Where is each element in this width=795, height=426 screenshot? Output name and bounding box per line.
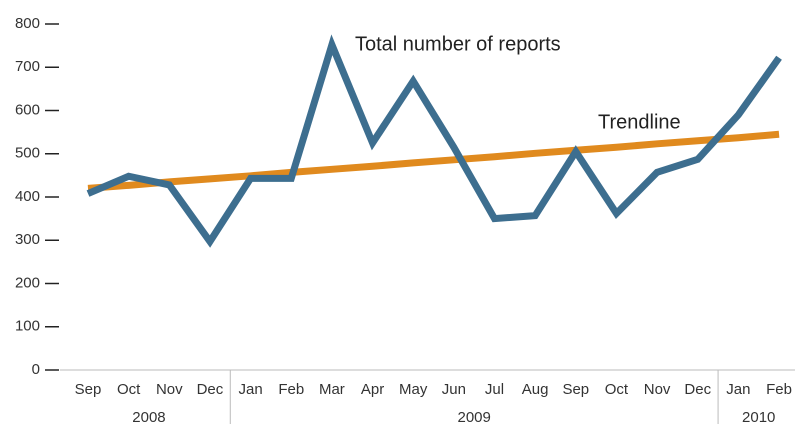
x-tick-label: Sep xyxy=(562,381,589,398)
y-tick-label: 400 xyxy=(15,188,40,205)
y-tick-label: 100 xyxy=(15,318,40,335)
x-tick-label: Oct xyxy=(117,381,141,398)
series-label: Total number of reports xyxy=(355,33,561,55)
x-tick-label: Jul xyxy=(485,381,504,398)
x-tick-label: Nov xyxy=(156,381,183,398)
x-tick-label: Jan xyxy=(239,381,263,398)
series-label: Trendline xyxy=(598,111,681,133)
x-tick-label: Dec xyxy=(684,381,711,398)
x-tick-label: Feb xyxy=(766,381,792,398)
y-tick-label: 500 xyxy=(15,145,40,162)
y-tick-label: 200 xyxy=(15,274,40,291)
x-tick-label: Jun xyxy=(442,381,466,398)
y-tick-label: 600 xyxy=(15,101,40,118)
x-tick-label: Feb xyxy=(278,381,304,398)
x-tick-label: Dec xyxy=(197,381,224,398)
x-tick-label: Oct xyxy=(605,381,629,398)
series-line xyxy=(87,130,780,192)
x-tick-label: May xyxy=(399,381,428,398)
y-tick-label: 300 xyxy=(15,231,40,248)
x-tick-label: Apr xyxy=(361,381,384,398)
x-tick-label: Sep xyxy=(75,381,102,398)
y-tick-label: 700 xyxy=(15,58,40,75)
x-group-label: 2008 xyxy=(132,409,165,426)
x-tick-label: Aug xyxy=(522,381,549,398)
y-tick-label: 0 xyxy=(32,361,40,378)
x-group-label: 2009 xyxy=(457,409,490,426)
x-tick-label: Mar xyxy=(319,381,345,398)
x-tick-label: Jan xyxy=(726,381,750,398)
y-tick-label: 800 xyxy=(15,15,40,32)
series-line xyxy=(86,34,782,248)
x-group-label: 2010 xyxy=(742,409,775,426)
x-tick-label: Nov xyxy=(644,381,671,398)
